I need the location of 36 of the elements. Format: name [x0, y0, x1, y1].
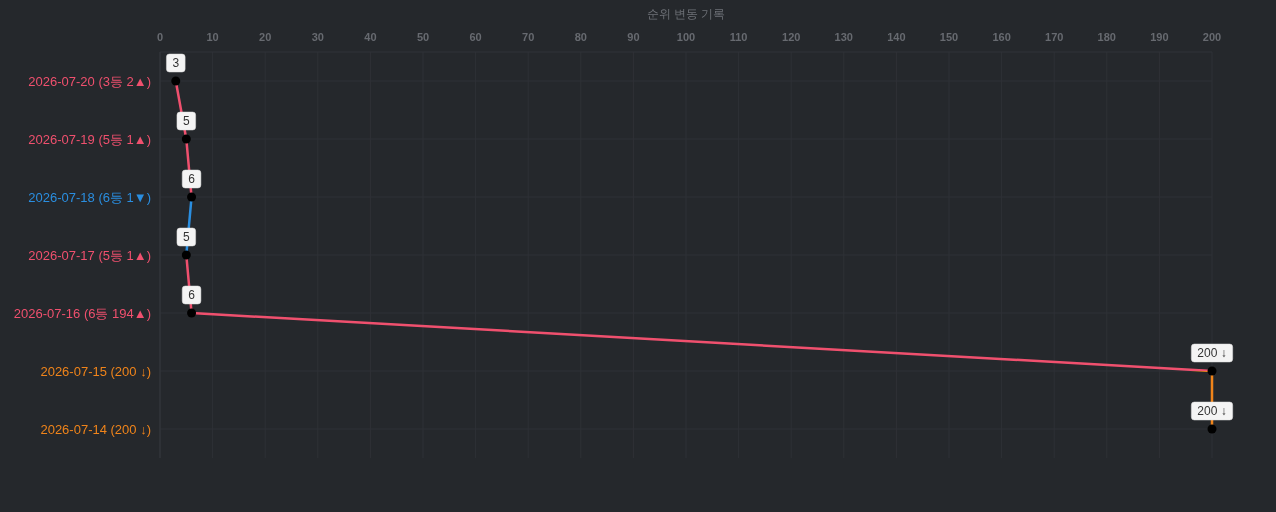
x-tick-label: 130 [834, 31, 853, 43]
x-tick-label: 90 [627, 31, 640, 43]
y-tick-label: 2026-07-14 (200 ↓) [40, 421, 151, 437]
x-tick-label: 20 [259, 31, 272, 43]
data-label: 6 [188, 172, 196, 186]
x-tick-label: 70 [522, 31, 535, 43]
x-axis-title: 순위 변동 기록 [646, 7, 726, 21]
data-label: 5 [182, 230, 190, 244]
x-tick-label: 160 [992, 31, 1011, 43]
x-tick-label: 180 [1097, 31, 1116, 43]
x-tick-label: 150 [939, 31, 959, 43]
x-tick-label: 100 [676, 31, 696, 43]
x-tick-label: 30 [311, 31, 324, 43]
data-label: 6 [188, 288, 196, 302]
y-tick-label: 2026-07-17 (5등 1▲) [28, 247, 151, 263]
data-label: 200 ↓ [1197, 404, 1227, 418]
y-tick-label: 2026-07-15 (200 ↓) [40, 363, 151, 379]
x-tick-label: 200 [1202, 31, 1222, 43]
y-tick-label: 2026-07-18 (6등 1▼) [28, 189, 151, 205]
x-tick-label: 140 [887, 31, 906, 43]
x-tick-label: 120 [782, 31, 801, 43]
data-label: 3 [172, 56, 180, 70]
y-tick-label: 2026-07-19 (5등 1▲) [28, 131, 151, 147]
x-tick-label: 40 [364, 31, 377, 43]
x-tick-label: 0 [156, 31, 164, 43]
y-tick-label: 2026-07-20 (3등 2▲) [28, 73, 151, 89]
data-label: 5 [182, 114, 190, 128]
x-tick-label: 50 [416, 31, 430, 43]
x-tick-label: 190 [1150, 31, 1169, 43]
x-tick-label: 10 [206, 31, 219, 43]
x-tick-label: 60 [469, 31, 482, 43]
y-tick-label: 2026-07-16 (6등 194▲) [13, 305, 151, 321]
x-tick-label: 170 [1045, 31, 1064, 43]
x-tick-label: 110 [729, 31, 748, 43]
x-tick-label: 80 [574, 31, 587, 43]
data-label: 200 ↓ [1197, 346, 1227, 360]
